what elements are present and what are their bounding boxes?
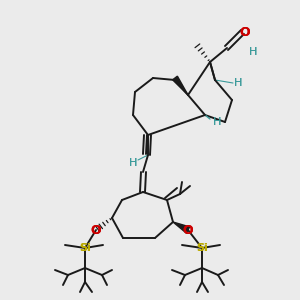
Text: O: O bbox=[91, 224, 101, 236]
Text: H: H bbox=[213, 117, 221, 127]
Text: H: H bbox=[234, 78, 242, 88]
Text: O: O bbox=[91, 224, 101, 236]
Text: O: O bbox=[240, 26, 250, 38]
Text: O: O bbox=[240, 26, 250, 38]
Text: O: O bbox=[183, 224, 193, 236]
Text: H: H bbox=[213, 117, 221, 127]
Text: H: H bbox=[234, 78, 242, 88]
Text: H: H bbox=[129, 158, 137, 168]
Text: H: H bbox=[249, 47, 257, 57]
Text: O: O bbox=[183, 224, 193, 236]
Text: Si: Si bbox=[196, 243, 208, 253]
Text: Si: Si bbox=[79, 243, 91, 253]
Text: H: H bbox=[129, 158, 137, 168]
Polygon shape bbox=[173, 222, 190, 233]
Text: H: H bbox=[249, 47, 257, 57]
Polygon shape bbox=[172, 76, 188, 95]
Text: Si: Si bbox=[196, 243, 208, 253]
Text: Si: Si bbox=[79, 243, 91, 253]
